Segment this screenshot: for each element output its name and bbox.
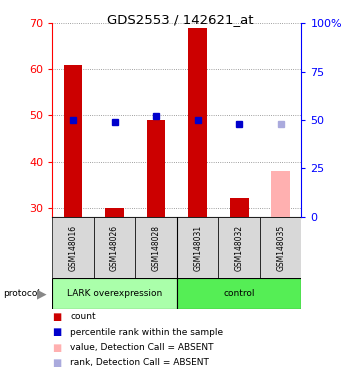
- Bar: [218, 217, 260, 278]
- Bar: [260, 217, 301, 278]
- Text: count: count: [70, 312, 96, 321]
- Bar: [52, 278, 177, 309]
- Text: GSM148016: GSM148016: [69, 225, 78, 271]
- Bar: [105, 208, 124, 217]
- Text: ■: ■: [52, 358, 62, 368]
- Text: GSM148035: GSM148035: [276, 225, 285, 271]
- Text: GSM148032: GSM148032: [235, 225, 244, 271]
- Bar: [230, 199, 248, 217]
- Text: control: control: [223, 289, 255, 298]
- Bar: [52, 217, 94, 278]
- Bar: [271, 171, 290, 217]
- Text: GSM148031: GSM148031: [193, 225, 202, 271]
- Text: percentile rank within the sample: percentile rank within the sample: [70, 328, 223, 337]
- Bar: [147, 120, 165, 217]
- Text: ■: ■: [52, 312, 62, 322]
- Text: value, Detection Call = ABSENT: value, Detection Call = ABSENT: [70, 343, 214, 352]
- Text: rank, Detection Call = ABSENT: rank, Detection Call = ABSENT: [70, 358, 209, 367]
- Text: GDS2553 / 142621_at: GDS2553 / 142621_at: [107, 13, 254, 26]
- Text: ■: ■: [52, 327, 62, 337]
- Bar: [64, 65, 82, 217]
- Bar: [94, 217, 135, 278]
- Bar: [135, 217, 177, 278]
- Text: GSM148028: GSM148028: [152, 225, 161, 271]
- Bar: [177, 278, 301, 309]
- Text: protocol: protocol: [4, 289, 40, 298]
- Bar: [188, 28, 207, 217]
- Text: ▶: ▶: [37, 287, 46, 300]
- Text: LARK overexpression: LARK overexpression: [67, 289, 162, 298]
- Text: ■: ■: [52, 343, 62, 353]
- Bar: [177, 217, 218, 278]
- Text: GSM148026: GSM148026: [110, 225, 119, 271]
